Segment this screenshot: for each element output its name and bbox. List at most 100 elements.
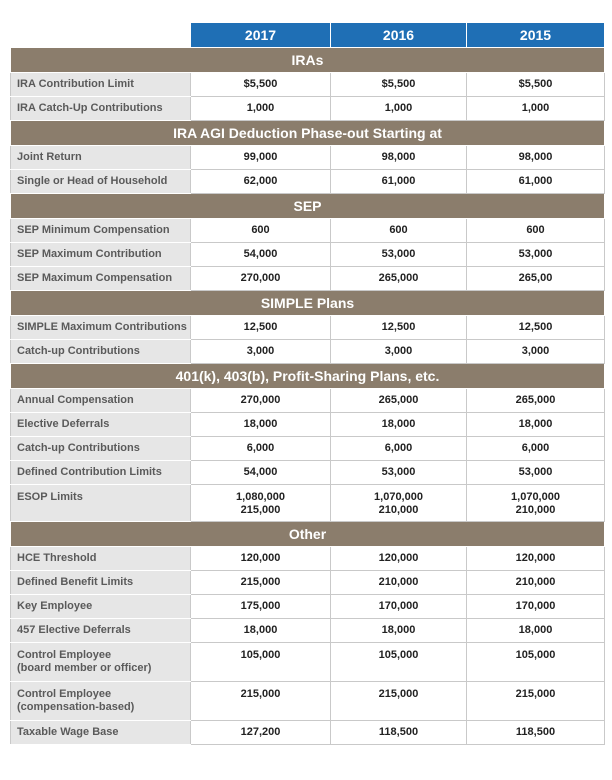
value-line: 270,000 bbox=[240, 394, 281, 406]
value-cell: 6,000 bbox=[330, 436, 467, 461]
value-line: 210,000 bbox=[515, 576, 556, 588]
value-cell: 62,000 bbox=[190, 169, 331, 194]
data-row: Catch-up Contributions 3,000 3,000 3,000 bbox=[10, 339, 605, 364]
value-cell: 265,00 bbox=[466, 266, 605, 291]
label-line: HCE Threshold bbox=[17, 552, 97, 564]
value-cell: 3,000 bbox=[330, 339, 467, 364]
label-line: Taxable Wage Base bbox=[17, 726, 119, 738]
value-cell: 12,500 bbox=[330, 315, 467, 340]
value-cell: 6,000 bbox=[190, 436, 331, 461]
value-line: 12,500 bbox=[243, 321, 278, 333]
value-line: 265,000 bbox=[378, 394, 419, 406]
value-line: 210,000 bbox=[378, 576, 419, 588]
value-line: 265,000 bbox=[378, 272, 419, 284]
value-line: 18,000 bbox=[243, 418, 278, 430]
value-cell: 1,000 bbox=[190, 96, 331, 121]
row-label: Joint Return bbox=[10, 145, 191, 170]
value-cell: 99,000 bbox=[190, 145, 331, 170]
value-line: $5,500 bbox=[518, 78, 553, 90]
value-line: 1,000 bbox=[246, 102, 275, 114]
data-row: Defined Benefit Limits 215,000 210,000 210,… bbox=[10, 570, 605, 595]
value-line: 215,000 bbox=[240, 688, 281, 700]
label-line: Catch-up Contributions bbox=[17, 345, 140, 357]
value-cell: $5,500 bbox=[466, 72, 605, 97]
value-cell: $5,500 bbox=[190, 72, 331, 97]
row-label: Control Employee (board member or officer… bbox=[10, 642, 191, 682]
value-cell: 170,000 bbox=[466, 594, 605, 619]
value-line: 18,000 bbox=[518, 418, 553, 430]
row-label: 457 Elective Deferrals bbox=[10, 618, 191, 643]
data-row: SEP Maximum Compensation 270,000 265,000 26… bbox=[10, 266, 605, 291]
label-line: Catch-up Contributions bbox=[17, 442, 140, 454]
row-label: Catch-up Contributions bbox=[10, 436, 191, 461]
value-cell: 120,000 bbox=[466, 546, 605, 571]
data-row: SIMPLE Maximum Contributions 12,500 12,500… bbox=[10, 315, 605, 340]
value-line: 215,000 bbox=[240, 576, 281, 588]
value-line: 6,000 bbox=[521, 442, 550, 454]
value-cell: 215,000 bbox=[466, 681, 605, 721]
value-line: 99,000 bbox=[243, 151, 278, 163]
value-cell: 175,000 bbox=[190, 594, 331, 619]
value-line: 105,000 bbox=[515, 649, 556, 661]
label-line: SIMPLE Maximum Contributions bbox=[17, 321, 187, 333]
value-line: 600 bbox=[389, 224, 408, 236]
value-cell: 61,000 bbox=[466, 169, 605, 194]
value-line: 175,000 bbox=[240, 600, 281, 612]
label-line: Control Employee bbox=[17, 688, 112, 700]
limits-table: 2017 2016 2015 IRAs IRA Contribution Limit $5… bbox=[10, 22, 605, 745]
row-label: Taxable Wage Base bbox=[10, 720, 191, 745]
value-line: 18,000 bbox=[381, 418, 416, 430]
value-line: 1,000 bbox=[384, 102, 413, 114]
section-row: SIMPLE Plans bbox=[10, 290, 605, 316]
data-row: Joint Return 99,000 98,000 98,000 bbox=[10, 145, 605, 170]
label-line: ESOP Limits bbox=[17, 491, 83, 503]
value-line: 18,000 bbox=[381, 624, 416, 636]
year-header: 2017 bbox=[190, 22, 331, 48]
value-cell: 270,000 bbox=[190, 266, 331, 291]
value-line: 105,000 bbox=[378, 649, 419, 661]
data-row: Key Employee 175,000 170,000 170,000 bbox=[10, 594, 605, 619]
row-label: Defined Contribution Limits bbox=[10, 460, 191, 485]
table-body: 2017 2016 2015 IRAs IRA Contribution Limit $5… bbox=[10, 22, 605, 745]
value-cell: 120,000 bbox=[330, 546, 467, 571]
value-line: 12,500 bbox=[518, 321, 553, 333]
label-line: Single or Head of Household bbox=[17, 175, 168, 187]
value-cell: 215,000 bbox=[190, 570, 331, 595]
label-line: IRA Catch-Up Contributions bbox=[17, 102, 163, 114]
value-cell: 127,200 bbox=[190, 720, 331, 745]
value-cell: 215,000 bbox=[330, 681, 467, 721]
value-line: 61,000 bbox=[518, 175, 553, 187]
value-line: 1,080,000 bbox=[236, 491, 285, 503]
label-line: (board member or officer) bbox=[17, 662, 152, 674]
value-line: 105,000 bbox=[240, 649, 281, 661]
section-title: IRAs bbox=[10, 47, 605, 73]
value-cell: 270,000 bbox=[190, 388, 331, 413]
value-cell: 6,000 bbox=[466, 436, 605, 461]
value-cell: 18,000 bbox=[466, 412, 605, 437]
data-row: HCE Threshold 120,000 120,000 120,000 bbox=[10, 546, 605, 571]
value-cell: 1,070,000 210,000 bbox=[466, 484, 605, 522]
row-label: SIMPLE Maximum Contributions bbox=[10, 315, 191, 340]
label-line: Defined Contribution Limits bbox=[17, 466, 162, 478]
value-line: 265,000 bbox=[515, 394, 556, 406]
value-cell: 3,000 bbox=[466, 339, 605, 364]
corner-cell bbox=[10, 22, 191, 48]
value-line: 54,000 bbox=[243, 248, 278, 260]
value-cell: 12,500 bbox=[466, 315, 605, 340]
label-line: Elective Deferrals bbox=[17, 418, 110, 430]
value-cell: 210,000 bbox=[330, 570, 467, 595]
value-line: 170,000 bbox=[378, 600, 419, 612]
row-label: HCE Threshold bbox=[10, 546, 191, 571]
value-cell: 53,000 bbox=[466, 460, 605, 485]
value-line: 3,000 bbox=[521, 345, 550, 357]
section-row: SEP bbox=[10, 193, 605, 219]
value-line: 120,000 bbox=[240, 552, 281, 564]
value-cell: 1,000 bbox=[330, 96, 467, 121]
value-line: 215,000 bbox=[240, 504, 281, 516]
section-title: IRA AGI Deduction Phase-out Starting at bbox=[10, 120, 605, 146]
value-cell: 1,080,000 215,000 bbox=[190, 484, 331, 522]
label-line: SEP Maximum Compensation bbox=[17, 272, 173, 284]
value-cell: 120,000 bbox=[190, 546, 331, 571]
year-header: 2015 bbox=[466, 22, 605, 48]
value-cell: 170,000 bbox=[330, 594, 467, 619]
